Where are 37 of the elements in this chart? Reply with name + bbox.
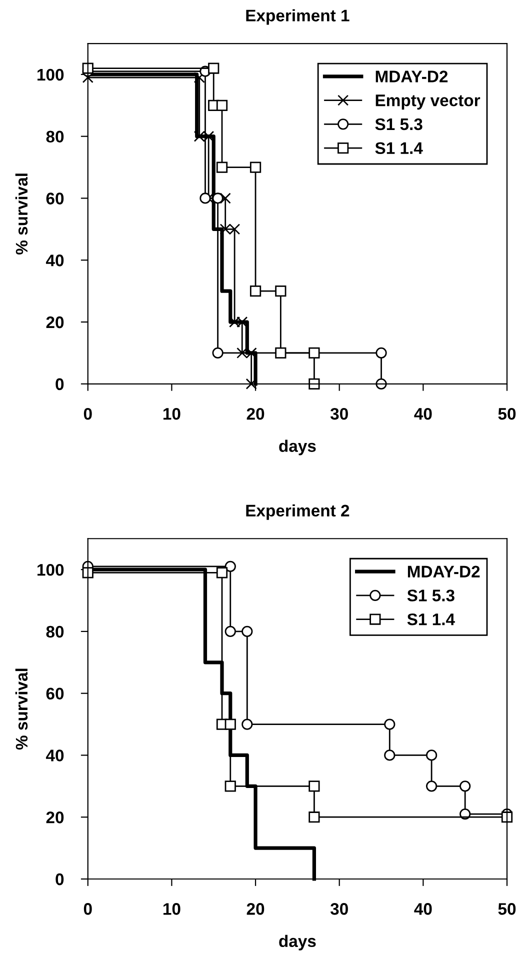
chart-title: Experiment 2: [246, 504, 350, 520]
legend-label: MDAY-D2: [376, 70, 448, 82]
legend-label: Empty vector: [376, 94, 480, 110]
y-tick-label: 20: [46, 812, 64, 824]
y-tick-label: 60: [46, 688, 64, 700]
legend-label: S1 5.3: [375, 118, 422, 130]
y-tick-label: 40: [46, 750, 64, 762]
legend-label: MDAY-D2: [408, 566, 480, 578]
x-tick-label: 10: [163, 903, 180, 915]
x-tick-label: 0: [84, 408, 92, 420]
x-tick-label: 0: [84, 903, 92, 915]
y-tick-label: 100: [38, 68, 64, 81]
x-tick-label: 30: [330, 903, 348, 915]
x-tick-label: 50: [498, 903, 516, 915]
y-axis-title: % survival: [15, 174, 28, 255]
y-tick-label: 40: [46, 254, 64, 266]
legend-label: S1 5.3: [407, 590, 454, 602]
y-axis-title: % survival: [15, 668, 28, 750]
chart-title: Experiment 1: [246, 9, 350, 25]
y-tick-label: 80: [46, 626, 64, 638]
x-axis-title: days: [279, 440, 316, 456]
x-tick-label: 10: [163, 408, 180, 420]
x-tick-label: 40: [414, 903, 432, 915]
y-tick-label: 60: [46, 192, 64, 204]
x-tick-label: 50: [498, 408, 516, 420]
y-tick-label: 80: [46, 130, 64, 143]
y-tick-label: 100: [38, 564, 64, 576]
y-tick-label: 0: [56, 378, 64, 390]
y-tick-label: 0: [56, 873, 64, 886]
legend-label: S1 1.4: [407, 613, 455, 626]
x-tick-label: 30: [330, 408, 348, 420]
x-tick-label: 20: [246, 903, 264, 915]
x-tick-label: 40: [414, 408, 432, 420]
x-axis-title: days: [279, 934, 316, 950]
y-tick-label: 20: [46, 316, 64, 328]
legend-label: S1 1.4: [375, 142, 423, 154]
x-tick-label: 20: [246, 408, 264, 420]
